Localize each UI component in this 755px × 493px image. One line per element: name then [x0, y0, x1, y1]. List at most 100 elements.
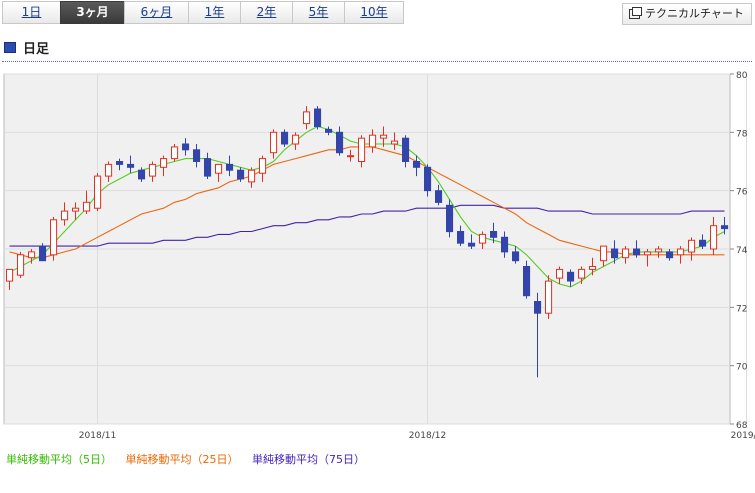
candle-body: [237, 169, 245, 180]
candle-body: [556, 268, 564, 279]
technical-chart-button[interactable]: テクニカルチャート: [622, 3, 752, 25]
candle: [622, 246, 630, 264]
candle: [347, 149, 355, 162]
candle: [589, 257, 597, 276]
legend-ma5: 単純移動平均（5日）: [6, 453, 112, 466]
y-axis: 68 70 72 74 76 78 80: [730, 71, 748, 431]
candle: [677, 246, 685, 264]
x-tick-label: 2019/1: [731, 431, 755, 441]
legend: 単純移動平均（5日） 単純移動平均（25日） 単純移動平均（75日）: [6, 451, 375, 467]
y-tick-label: 68: [736, 421, 748, 431]
tab-5y[interactable]: 5年: [292, 1, 344, 24]
candle-body: [259, 158, 267, 174]
candle: [501, 231, 509, 258]
candle: [171, 144, 179, 162]
candle: [655, 246, 663, 258]
candle-body: [633, 248, 641, 256]
candle: [567, 269, 575, 287]
x-axis: 2018/11 2018/12 2019/1: [79, 431, 755, 441]
candle-body: [501, 236, 509, 253]
candle: [545, 275, 553, 319]
section-title: 日足: [23, 42, 50, 57]
candle-body: [72, 207, 80, 212]
candle-body: [138, 169, 146, 180]
tab-2y[interactable]: 2年: [240, 1, 292, 24]
candle: [600, 245, 608, 267]
candle: [413, 155, 421, 177]
tab-3m[interactable]: 3ヶ月: [60, 1, 124, 24]
candle: [94, 173, 102, 212]
candle-body: [710, 225, 718, 250]
candle: [281, 129, 289, 147]
candle-body: [380, 134, 388, 139]
y-tick-label: 72: [736, 304, 747, 314]
candle-body: [611, 248, 619, 259]
y-tick-label: 76: [736, 188, 748, 198]
candle: [512, 246, 520, 264]
candle-body: [94, 175, 102, 209]
candle-body: [204, 158, 212, 177]
section-divider: [2, 61, 752, 62]
tab-10y[interactable]: 10年: [344, 1, 404, 24]
candle: [402, 135, 410, 168]
candle: [6, 268, 14, 290]
candle: [534, 292, 542, 378]
candle: [17, 251, 25, 279]
candle-body: [226, 163, 234, 171]
candle-body: [578, 268, 586, 279]
candle-body: [699, 239, 707, 247]
tab-1y[interactable]: 1年: [188, 1, 240, 24]
candle-body: [413, 161, 421, 168]
candle: [688, 237, 696, 261]
candle-body: [369, 134, 377, 148]
candle: [710, 216, 718, 255]
candle: [578, 266, 586, 284]
period-tabs: 1日 3ヶ月 6ヶ月 1年 2年 5年 10年: [2, 1, 404, 24]
candle: [369, 129, 377, 153]
candle: [138, 167, 146, 182]
candle: [116, 158, 124, 171]
y-tick-label: 80: [736, 71, 748, 81]
grid-lines: [4, 73, 747, 425]
candle-body: [193, 149, 201, 163]
candle: [523, 260, 531, 299]
candle-body: [402, 137, 410, 162]
candle: [336, 126, 344, 156]
candle: [28, 249, 36, 264]
candle-body: [721, 225, 729, 230]
candle: [160, 155, 168, 177]
candle-body: [17, 254, 25, 276]
candle-body: [347, 155, 355, 158]
candle-body: [567, 271, 575, 282]
candle: [237, 167, 245, 182]
candle-body: [149, 163, 157, 177]
tab-1d[interactable]: 1日: [2, 1, 60, 24]
candle: [490, 222, 498, 244]
candle: [666, 249, 674, 261]
y-tick-label: 70: [736, 363, 748, 373]
candle: [479, 231, 487, 249]
candle: [446, 199, 454, 238]
ma5-line: [9, 125, 725, 288]
candle: [633, 240, 641, 258]
candle-body: [281, 131, 289, 145]
candle-body: [6, 268, 14, 282]
candle: [721, 216, 729, 235]
candle-body: [127, 163, 135, 168]
candle: [204, 152, 212, 179]
candle: [50, 216, 58, 261]
candle-body: [600, 245, 608, 262]
candle: [314, 106, 322, 130]
candle: [358, 135, 366, 168]
candle: [83, 190, 91, 214]
candle: [248, 167, 256, 188]
candle: [182, 138, 190, 156]
candle: [644, 249, 652, 267]
candle: [424, 164, 432, 197]
tab-6m[interactable]: 6ヶ月: [124, 1, 188, 24]
candle-body: [457, 231, 465, 244]
candle-body: [677, 248, 685, 256]
ma75-series: [9, 204, 725, 247]
candle-body: [534, 301, 542, 314]
candle-body: [512, 251, 520, 262]
